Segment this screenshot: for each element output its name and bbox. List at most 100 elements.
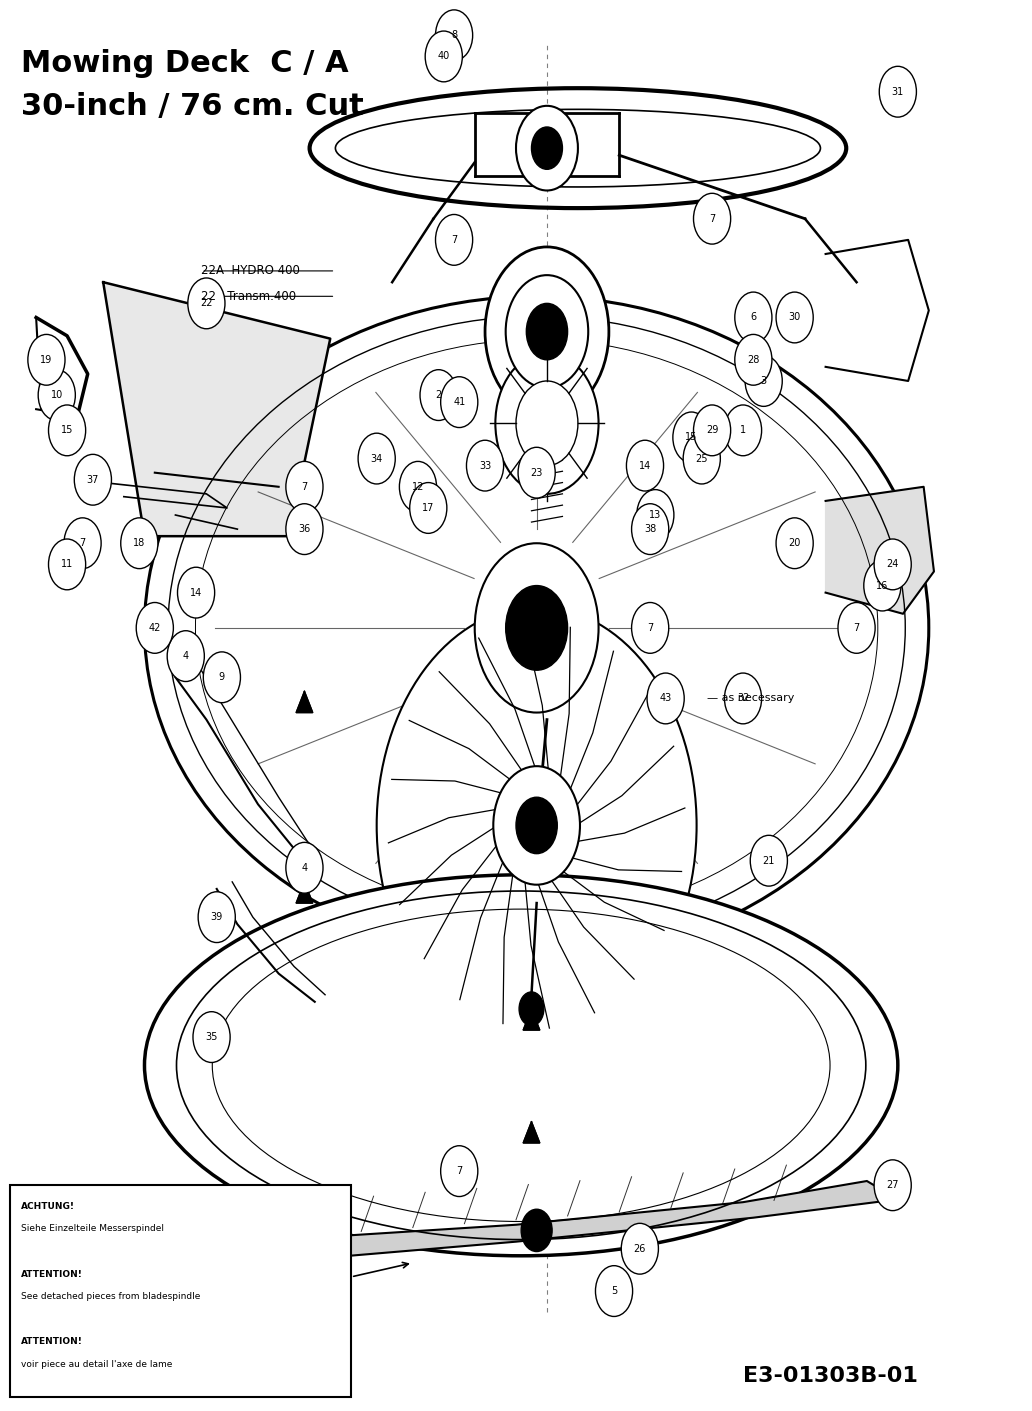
Text: voir piece au detail l'axe de lame: voir piece au detail l'axe de lame [21,1360,172,1369]
Text: 18: 18 [133,538,146,549]
Text: 11: 11 [61,559,73,570]
Circle shape [518,447,555,498]
Text: 6: 6 [750,312,756,323]
Circle shape [595,1266,633,1316]
Circle shape [506,275,588,388]
Text: 41: 41 [453,396,465,408]
Text: 15: 15 [685,432,698,443]
Text: 40: 40 [438,51,450,62]
Text: 4: 4 [301,862,308,873]
Text: 7: 7 [79,538,86,549]
Circle shape [516,797,557,854]
Text: 24: 24 [886,559,899,570]
Circle shape [724,405,762,456]
Text: 7: 7 [853,622,860,634]
Polygon shape [826,487,934,614]
Circle shape [838,602,875,653]
Circle shape [358,433,395,484]
Text: 26: 26 [634,1243,646,1254]
Circle shape [724,673,762,724]
Text: 7: 7 [451,234,457,246]
Circle shape [745,356,782,406]
Ellipse shape [144,875,898,1256]
Circle shape [436,214,473,265]
Circle shape [167,631,204,682]
Text: 30-inch / 76 cm. Cut: 30-inch / 76 cm. Cut [21,92,363,121]
Text: 12: 12 [412,481,424,492]
Circle shape [874,539,911,590]
Circle shape [776,292,813,343]
Text: 17: 17 [422,502,434,514]
Circle shape [874,1160,911,1211]
Circle shape [632,602,669,653]
Circle shape [864,560,901,611]
Circle shape [776,518,813,569]
Circle shape [64,518,101,569]
Text: 14: 14 [639,460,651,471]
Text: 20: 20 [788,538,801,549]
Text: Mowing Deck  C / A: Mowing Deck C / A [21,49,348,79]
Polygon shape [103,282,330,536]
Text: 7: 7 [647,622,653,634]
Text: 34: 34 [370,453,383,464]
Circle shape [485,247,609,416]
Circle shape [420,370,457,420]
Text: 16: 16 [876,580,889,591]
Polygon shape [237,1181,898,1291]
Circle shape [286,504,323,555]
Circle shape [632,504,669,555]
Text: 21: 21 [763,855,775,866]
Text: 9: 9 [219,672,225,683]
Circle shape [516,381,578,466]
Circle shape [136,602,173,653]
Text: 42: 42 [149,622,161,634]
Circle shape [506,586,568,670]
Circle shape [531,127,562,169]
Text: 27: 27 [886,1180,899,1191]
Circle shape [441,377,478,428]
Circle shape [493,766,580,885]
Circle shape [521,1209,552,1252]
Text: See detached pieces from bladespindle: See detached pieces from bladespindle [21,1292,200,1301]
Text: 39: 39 [211,912,223,923]
Text: E3-01303B-01: E3-01303B-01 [743,1366,917,1386]
Text: 33: 33 [479,460,491,471]
Circle shape [410,483,447,533]
Text: 22A  HYDRO 400: 22A HYDRO 400 [201,264,300,278]
Circle shape [879,66,916,117]
Circle shape [121,518,158,569]
Text: 36: 36 [298,523,311,535]
Text: 4: 4 [183,650,189,662]
Text: 37: 37 [87,474,99,485]
Circle shape [694,405,731,456]
Circle shape [735,334,772,385]
Circle shape [425,31,462,82]
Circle shape [683,433,720,484]
Circle shape [399,461,437,512]
Circle shape [286,842,323,893]
Text: 25: 25 [696,453,708,464]
Circle shape [621,1223,658,1274]
Circle shape [74,454,111,505]
Circle shape [475,543,599,713]
Text: 3: 3 [761,375,767,387]
Circle shape [647,673,684,724]
Text: 15: 15 [61,425,73,436]
Text: 10: 10 [51,389,63,401]
Text: 22   Transm.400: 22 Transm.400 [201,289,296,303]
Text: 38: 38 [644,523,656,535]
Polygon shape [826,240,929,381]
Polygon shape [296,882,313,903]
Text: 7: 7 [456,1165,462,1177]
Circle shape [694,193,731,244]
Polygon shape [523,1009,540,1030]
Text: 19: 19 [40,354,53,365]
Circle shape [286,461,323,512]
Circle shape [526,303,568,360]
Circle shape [441,1146,478,1197]
Polygon shape [296,691,313,713]
Circle shape [750,835,787,886]
Text: ATTENTION!: ATTENTION! [21,1270,83,1278]
Circle shape [377,607,697,1044]
Text: 29: 29 [706,425,718,436]
